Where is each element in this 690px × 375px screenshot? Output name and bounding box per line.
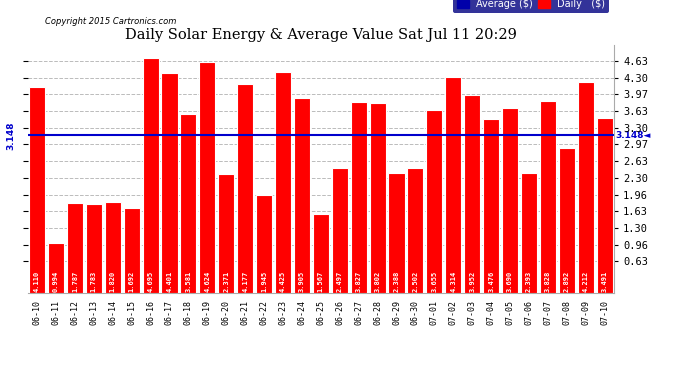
Text: 2.497: 2.497 [337,270,343,291]
Text: 4.177: 4.177 [242,270,248,291]
Bar [540,102,556,292]
Bar [351,102,366,292]
Text: 1.820: 1.820 [110,270,116,291]
Text: 4.212: 4.212 [583,270,589,291]
Text: 3.802: 3.802 [375,270,381,291]
Bar [29,87,45,292]
Text: 3.655: 3.655 [431,270,437,291]
Bar [48,243,64,292]
Text: 3.476: 3.476 [488,270,494,291]
Bar [143,58,159,292]
Text: 2.388: 2.388 [393,270,400,291]
Text: 4.110: 4.110 [34,270,40,291]
Bar [597,118,613,292]
Text: 3.828: 3.828 [545,270,551,291]
Text: 3.581: 3.581 [186,270,191,291]
Bar [407,168,424,292]
Title: Daily Solar Energy & Average Value Sat Jul 11 20:29: Daily Solar Energy & Average Value Sat J… [125,28,517,42]
Bar [388,173,404,292]
Bar [578,82,594,292]
Text: 2.371: 2.371 [224,270,229,291]
Text: 2.892: 2.892 [564,270,570,291]
Text: 3.827: 3.827 [355,270,362,291]
Bar [67,203,83,292]
Text: 4.624: 4.624 [204,270,210,291]
Text: 3.690: 3.690 [507,270,513,291]
Text: 4.314: 4.314 [451,270,456,291]
Text: 3.952: 3.952 [469,270,475,291]
Bar [483,119,499,292]
Bar [256,195,272,292]
Text: 1.692: 1.692 [128,270,135,291]
Bar [105,202,121,292]
Text: 1.783: 1.783 [91,270,97,291]
Bar [464,95,480,292]
Bar [199,62,215,292]
Text: 3.905: 3.905 [299,270,305,291]
Text: Copyright 2015 Cartronics.com: Copyright 2015 Cartronics.com [45,17,176,26]
Text: 4.695: 4.695 [148,270,154,291]
Bar [426,110,442,292]
Bar [218,174,235,292]
Text: 1.567: 1.567 [318,270,324,291]
Text: 1.945: 1.945 [261,270,267,291]
Text: 4.401: 4.401 [166,270,172,291]
Bar [559,148,575,292]
Text: 2.502: 2.502 [413,270,418,291]
Bar [332,168,348,292]
Text: 0.994: 0.994 [53,270,59,291]
Text: 4.425: 4.425 [280,270,286,291]
Bar [237,84,253,292]
Legend: Average ($), Daily   ($): Average ($), Daily ($) [453,0,609,13]
Bar [124,208,139,292]
Bar [294,98,310,292]
Bar [180,114,197,292]
Bar [86,204,102,292]
Bar [313,214,329,292]
Bar [161,73,177,292]
Text: 2.393: 2.393 [526,270,532,291]
Text: 3.491: 3.491 [602,270,608,291]
Text: 3.148◄: 3.148◄ [615,131,651,140]
Bar [370,103,386,292]
Bar [502,108,518,292]
Text: 1.787: 1.787 [72,270,78,291]
Text: 3.148: 3.148 [7,121,16,150]
Bar [275,72,291,292]
Bar [445,77,462,292]
Bar [521,173,537,292]
